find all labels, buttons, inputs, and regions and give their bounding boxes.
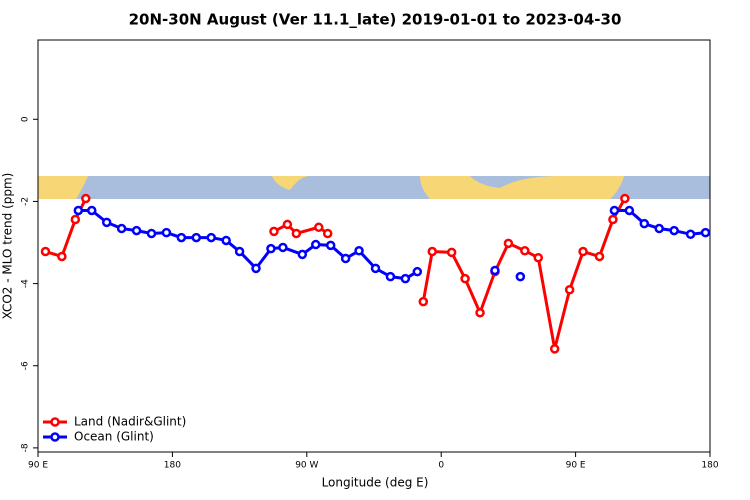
data-point bbox=[325, 240, 336, 251]
land-map bbox=[38, 176, 88, 199]
data-point bbox=[81, 193, 91, 204]
data-point bbox=[191, 232, 202, 243]
data-point bbox=[297, 249, 308, 260]
data-point bbox=[418, 296, 429, 307]
data-point bbox=[282, 219, 293, 230]
data-point bbox=[669, 225, 679, 236]
data-point bbox=[503, 238, 514, 249]
data-point bbox=[311, 239, 321, 250]
data-point bbox=[40, 246, 51, 257]
data-point bbox=[578, 246, 588, 257]
data-point bbox=[291, 228, 302, 239]
data-point bbox=[266, 243, 276, 254]
land-map bbox=[420, 176, 624, 199]
y-axis-label: XCO2 - MLO trend (ppm) bbox=[1, 173, 15, 320]
data-point bbox=[520, 245, 530, 256]
x-axis-label: Longitude (deg E) bbox=[322, 476, 429, 490]
data-point bbox=[87, 205, 97, 216]
map-strip bbox=[38, 176, 710, 199]
data-point bbox=[176, 232, 187, 243]
data-point bbox=[340, 253, 351, 264]
data-point bbox=[594, 251, 605, 262]
legend-marker bbox=[50, 432, 60, 442]
data-point bbox=[354, 245, 364, 256]
land-map bbox=[272, 176, 310, 190]
plot-frame bbox=[37, 39, 711, 453]
data-point bbox=[322, 228, 333, 239]
y-tick-label: -4 bbox=[21, 279, 31, 288]
series-line bbox=[45, 197, 627, 350]
data-point bbox=[533, 252, 544, 263]
data-point bbox=[101, 217, 112, 228]
data-point bbox=[515, 271, 526, 282]
data-point bbox=[427, 246, 437, 257]
y-tick-label: -2 bbox=[21, 197, 31, 206]
chart-title: 20N-30N August (Ver 11.1_late) 2019-01-0… bbox=[129, 11, 622, 29]
data-point bbox=[313, 222, 324, 233]
data-point bbox=[624, 205, 635, 216]
data-point bbox=[131, 225, 142, 236]
x-tick-label: 90 W bbox=[295, 461, 318, 471]
data-point bbox=[57, 251, 67, 262]
x-tick-label: 90 E bbox=[28, 461, 48, 471]
data-point bbox=[639, 218, 650, 229]
data-point bbox=[564, 284, 575, 295]
data-point bbox=[221, 235, 231, 246]
x-tick-label: 180 bbox=[164, 461, 181, 471]
data-point bbox=[446, 247, 457, 258]
x-tick-label: 90 E bbox=[566, 461, 586, 471]
data-point bbox=[269, 226, 279, 237]
data-point bbox=[608, 214, 618, 225]
data-point bbox=[460, 273, 470, 284]
data-point bbox=[609, 205, 620, 216]
data-point bbox=[685, 229, 696, 240]
y-tick-label: 0 bbox=[21, 116, 31, 122]
x-tick-label: 0 bbox=[438, 461, 444, 471]
x-tick-label: 180 bbox=[701, 461, 718, 471]
data-point bbox=[251, 263, 261, 274]
data-point bbox=[385, 271, 396, 282]
data-point bbox=[370, 263, 381, 274]
data-point bbox=[146, 228, 157, 239]
data-point bbox=[654, 223, 664, 234]
y-tick-label: -8 bbox=[21, 443, 31, 452]
data-point bbox=[620, 193, 630, 204]
data-point bbox=[278, 242, 288, 253]
data-point bbox=[234, 246, 245, 257]
data-point bbox=[206, 232, 216, 243]
legend-marker bbox=[50, 417, 60, 427]
data-point bbox=[400, 273, 411, 284]
data-point bbox=[73, 205, 84, 216]
y-tick-label: -6 bbox=[21, 361, 31, 370]
data-point bbox=[412, 266, 423, 277]
legend-label: Ocean (Glint) bbox=[74, 430, 154, 444]
legend-label: Land (Nadir&Glint) bbox=[74, 415, 186, 429]
data-point bbox=[116, 223, 127, 234]
data-point bbox=[490, 265, 500, 276]
data-point bbox=[161, 227, 172, 238]
data-point bbox=[70, 214, 81, 225]
data-point bbox=[549, 344, 560, 354]
data-point bbox=[700, 227, 711, 238]
data-point bbox=[475, 307, 485, 318]
